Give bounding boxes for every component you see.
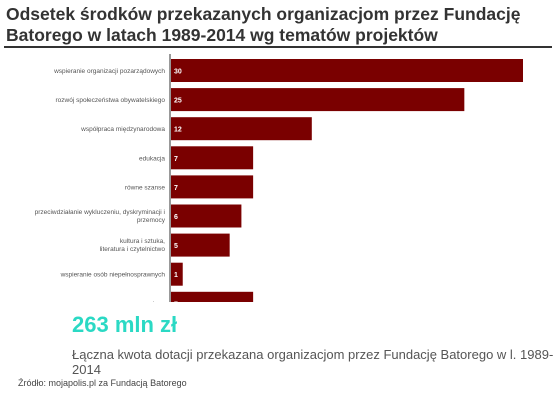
category-label-5: przeciwdziałanie wykluczeniu, dyskrymina… [35, 209, 166, 224]
data-label-5: 6 [174, 214, 178, 221]
category-label-0: wspieranie organizacji pozarządowych [53, 68, 165, 75]
data-label-7: 1 [174, 272, 178, 279]
category-label-6: kultura i sztuka, literatura i czytelnict… [100, 238, 166, 253]
category-label-4: równe szanse [125, 184, 165, 191]
category-label-3: edukacja [139, 155, 165, 162]
data-label-8: 7 [174, 301, 178, 302]
bar-1 [171, 88, 465, 112]
category-label-1: rozwój społeczeństwa obywatelskiego [56, 97, 166, 104]
data-label-1: 25 [174, 98, 182, 105]
bar-4 [171, 175, 254, 199]
bar-6 [171, 233, 230, 257]
data-label-6: 5 [174, 243, 178, 250]
total-amount-description: Łączna kwota dotacji przekazana organiza… [72, 347, 554, 377]
bar-chart: 30 wspieranie organizacji pozarządowych 25… [35, 54, 523, 302]
title-divider [4, 46, 552, 48]
bar-5 [171, 204, 242, 228]
bar-3 [171, 146, 254, 170]
data-label-4: 7 [174, 185, 178, 192]
data-label-2: 12 [174, 127, 182, 134]
bar-8 [171, 291, 254, 302]
bar-0 [171, 59, 523, 82]
category-label-7: wspieranie osób niepełnosprawnych [60, 272, 166, 279]
total-amount-kpi: 263 mln zł [72, 312, 178, 337]
bar-2 [171, 117, 312, 141]
data-label-0: 30 [174, 69, 182, 76]
source-note: Źródło: mojapolis.pl za Fundacją Batoreg… [18, 378, 187, 388]
category-label-2: współpraca międzynarodowa [80, 126, 165, 133]
category-label-8: inne [153, 301, 166, 302]
bar-7 [171, 262, 183, 286]
data-label-3: 7 [174, 156, 178, 163]
chart-title: Odsetek środków przekazanych organizacjo… [6, 4, 521, 45]
